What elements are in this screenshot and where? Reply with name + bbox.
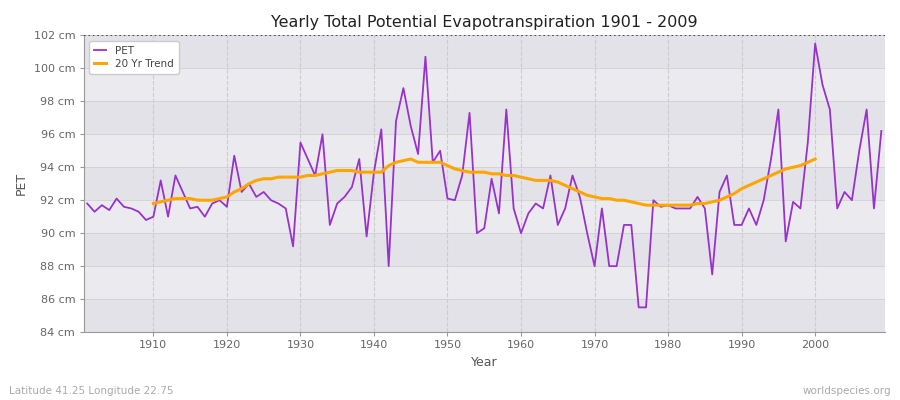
Bar bbox=[84, 266, 885, 299]
20 Yr Trend bbox=[803, 160, 814, 165]
Bar bbox=[84, 35, 885, 68]
Title: Yearly Total Potential Evapotranspiration 1901 - 2009: Yearly Total Potential Evapotranspiratio… bbox=[271, 15, 698, 30]
PET bbox=[82, 201, 93, 206]
Y-axis label: PET: PET bbox=[15, 172, 28, 195]
20 Yr Trend bbox=[810, 156, 821, 161]
PET bbox=[140, 218, 151, 222]
Bar bbox=[84, 101, 885, 134]
Line: 20 Yr Trend: 20 Yr Trend bbox=[153, 159, 815, 205]
Bar bbox=[84, 233, 885, 266]
20 Yr Trend bbox=[317, 172, 328, 176]
Bar bbox=[84, 134, 885, 167]
PET bbox=[810, 41, 821, 46]
Legend: PET, 20 Yr Trend: PET, 20 Yr Trend bbox=[89, 40, 179, 74]
20 Yr Trend bbox=[148, 201, 158, 206]
Line: PET: PET bbox=[87, 44, 881, 307]
Text: Latitude 41.25 Longitude 22.75: Latitude 41.25 Longitude 22.75 bbox=[9, 386, 174, 396]
Text: worldspecies.org: worldspecies.org bbox=[803, 386, 891, 396]
20 Yr Trend bbox=[405, 156, 416, 161]
20 Yr Trend bbox=[229, 190, 239, 194]
Bar bbox=[84, 299, 885, 332]
Bar bbox=[84, 233, 885, 266]
Bar bbox=[84, 68, 885, 101]
Bar bbox=[84, 68, 885, 101]
20 Yr Trend bbox=[537, 178, 548, 183]
Bar bbox=[84, 167, 885, 200]
PET bbox=[516, 231, 526, 236]
Bar bbox=[84, 299, 885, 332]
PET bbox=[508, 206, 519, 211]
Bar bbox=[84, 200, 885, 233]
PET bbox=[346, 185, 357, 190]
PET bbox=[876, 128, 886, 133]
20 Yr Trend bbox=[722, 194, 733, 199]
PET bbox=[302, 156, 313, 161]
Bar bbox=[84, 35, 885, 68]
Bar bbox=[84, 167, 885, 200]
Bar bbox=[84, 200, 885, 233]
20 Yr Trend bbox=[641, 203, 652, 208]
X-axis label: Year: Year bbox=[471, 356, 498, 369]
PET bbox=[634, 305, 644, 310]
20 Yr Trend bbox=[302, 173, 313, 178]
Bar bbox=[84, 101, 885, 134]
Bar bbox=[84, 266, 885, 299]
Bar bbox=[84, 134, 885, 167]
PET bbox=[604, 264, 615, 268]
